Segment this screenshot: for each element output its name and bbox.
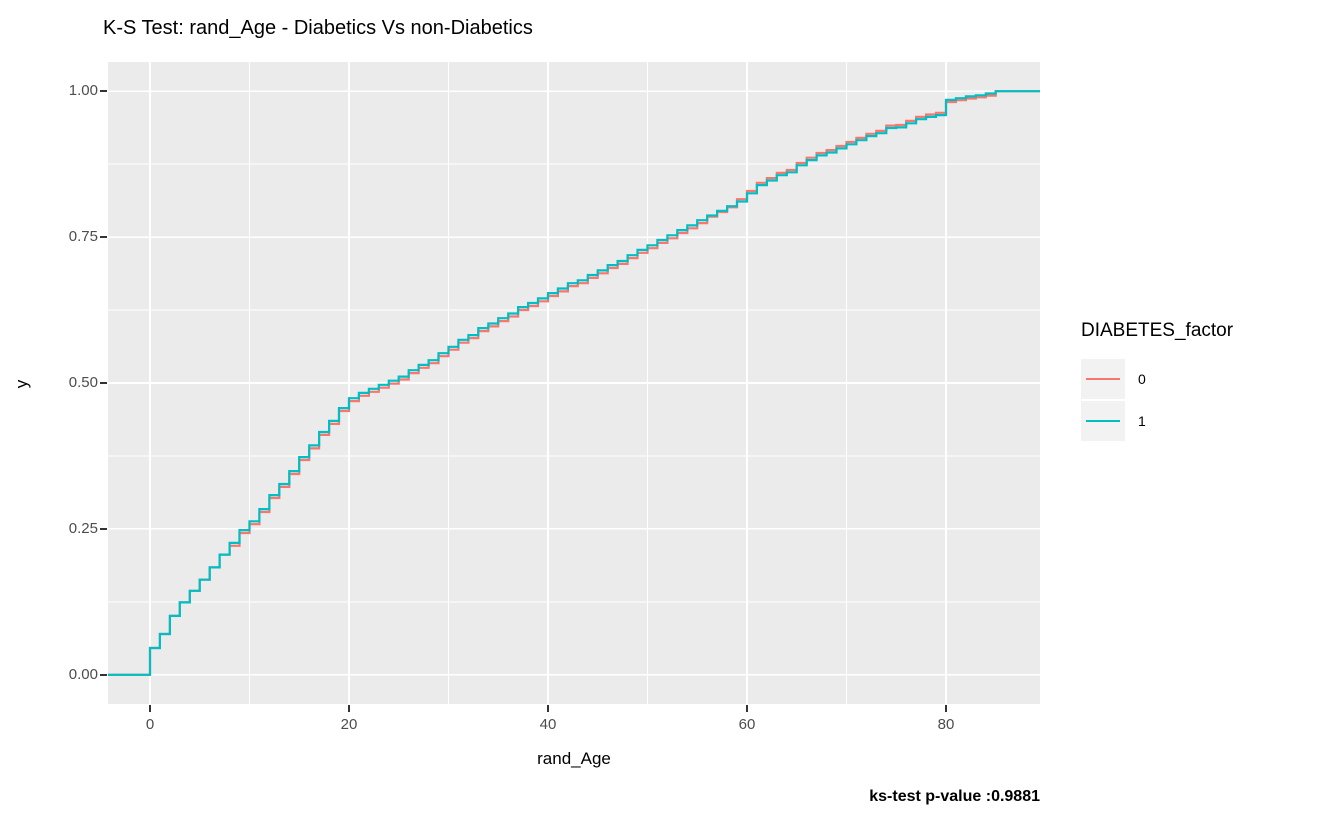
x-tick-mark	[347, 705, 350, 712]
series-1-line-swatch	[1086, 420, 1120, 422]
plot-panel	[108, 62, 1040, 704]
y-axis-title: y	[12, 379, 31, 389]
plot-title: K-S Test: rand_Age - Diabetics Vs non-Di…	[103, 17, 533, 39]
x-tick-label: 20	[340, 716, 358, 733]
y-tick-mark	[100, 382, 107, 384]
legend-label-1: 1	[1138, 413, 1146, 429]
x-tick-label: 40	[539, 716, 557, 733]
y-tick-label: 0.00	[68, 665, 98, 683]
y-tick-mark	[100, 90, 107, 93]
y-tick-label: 1.00	[68, 82, 98, 100]
series-0-line-swatch	[1086, 378, 1120, 380]
legend: DIABETES_factor 0 1	[1081, 320, 1233, 443]
y-tick-mark	[100, 673, 107, 676]
x-tick-label: 0	[145, 716, 155, 733]
ks-test-caption: ks-test p-value :0.9881	[869, 788, 1040, 805]
x-axis-title: rand_Age	[537, 749, 611, 768]
x-tick-label: 60	[738, 716, 756, 733]
x-tick-mark	[745, 705, 748, 712]
y-tick-label: 0.50	[68, 374, 98, 391]
legend-label-0: 0	[1138, 371, 1146, 387]
legend-key-1	[1081, 401, 1125, 441]
y-tick-label: 0.75	[68, 228, 98, 246]
x-tick-mark	[546, 705, 549, 712]
x-tick-label: 80	[937, 716, 955, 733]
y-tick-mark	[100, 527, 107, 530]
legend-item-1: 1	[1081, 401, 1233, 441]
x-tick-mark	[944, 705, 947, 712]
y-tick-label: 0.25	[68, 519, 98, 537]
y-tick-mark	[100, 236, 107, 239]
legend-key-0	[1081, 359, 1125, 399]
ecdf-curve-1	[108, 90, 1040, 676]
legend-title: DIABETES_factor	[1081, 320, 1234, 341]
ecdf-curve-0	[108, 90, 1040, 676]
ecdf-chart	[108, 62, 1040, 704]
x-tick-mark	[148, 705, 151, 712]
legend-item-0: 0	[1081, 359, 1233, 399]
